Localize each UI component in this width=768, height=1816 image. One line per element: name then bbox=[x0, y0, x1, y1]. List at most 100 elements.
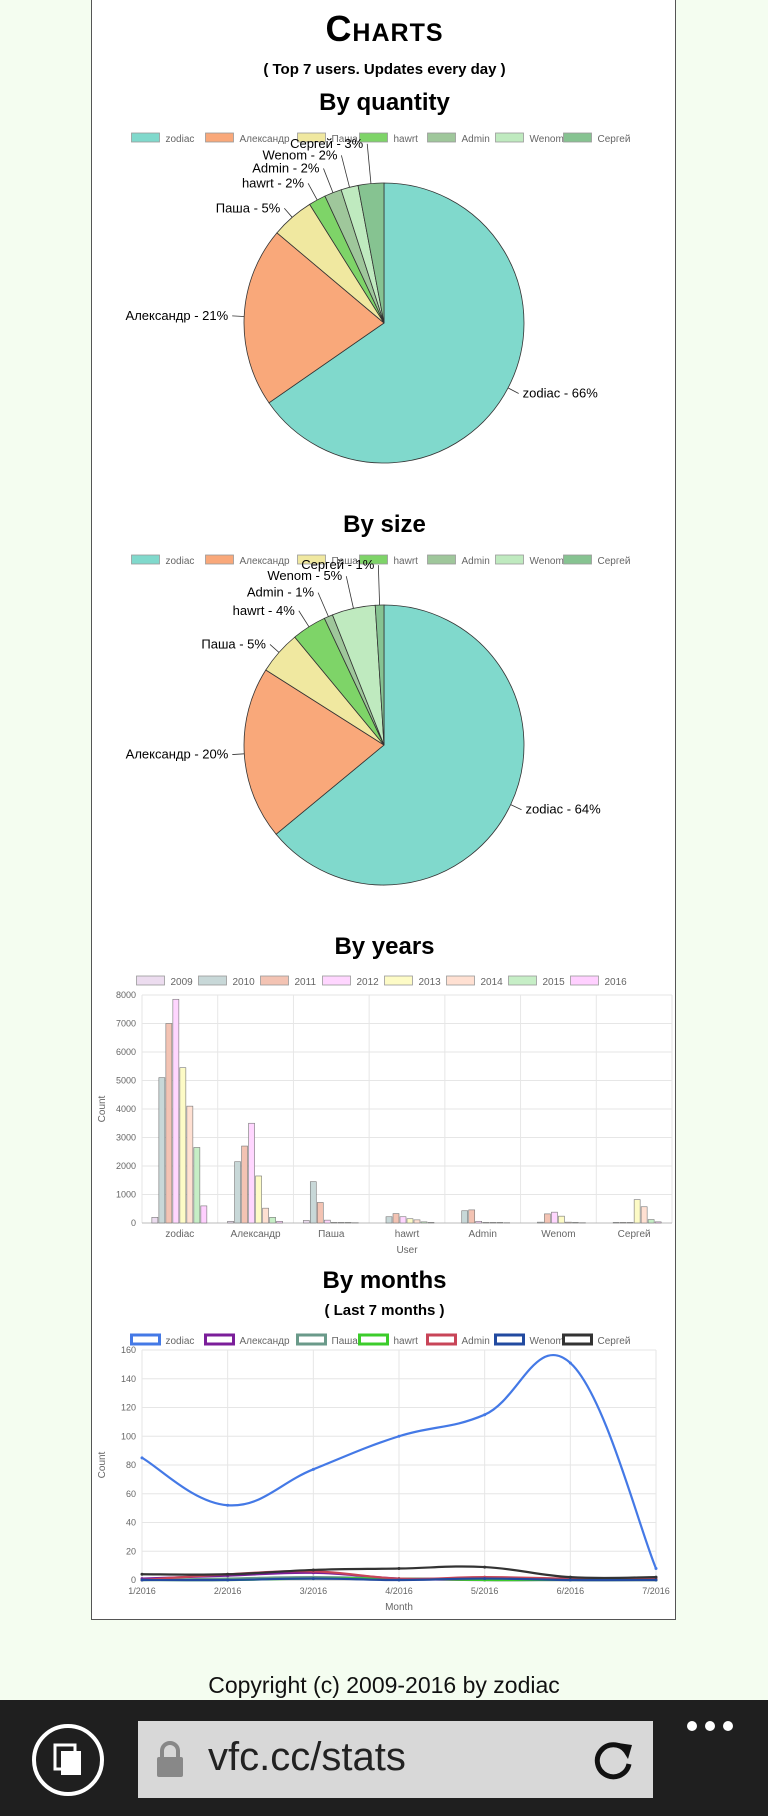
bar-2010 bbox=[537, 1221, 544, 1224]
bar-2014 bbox=[186, 1105, 194, 1224]
data-point bbox=[397, 1434, 401, 1438]
legend-swatch bbox=[563, 554, 592, 565]
pie-label-leader bbox=[323, 168, 334, 193]
data-point bbox=[483, 1565, 487, 1569]
legend-label: hawrt bbox=[394, 556, 419, 567]
y-tick-label: 100 bbox=[121, 1431, 136, 1441]
y-tick-label: 6000 bbox=[116, 1047, 136, 1057]
legend-label: Admin bbox=[462, 1336, 490, 1347]
x-tick-label: Александр bbox=[231, 1229, 281, 1240]
pie-label-leader bbox=[283, 208, 293, 218]
bar-2016 bbox=[200, 1205, 208, 1224]
pie-data-label: Admin - 1% bbox=[247, 585, 315, 600]
bar-2011 bbox=[165, 1023, 173, 1224]
bar-2015 bbox=[193, 1147, 201, 1224]
legend-label: zodiac bbox=[166, 556, 195, 567]
pie-data-label: Сергей - 3% bbox=[290, 136, 364, 151]
section-subtitle-months: ( Last 7 months ) bbox=[324, 1302, 445, 1319]
legend-label: Александр bbox=[240, 134, 290, 145]
legend-label: 2012 bbox=[357, 977, 380, 988]
legend-swatch bbox=[131, 132, 160, 143]
refresh-icon[interactable] bbox=[590, 1737, 636, 1783]
tabs-icon[interactable] bbox=[32, 1724, 104, 1796]
pie-data-label: zodiac - 66% bbox=[523, 385, 599, 400]
bar-2013 bbox=[330, 1222, 338, 1224]
x-tick-label: Паша bbox=[318, 1229, 345, 1240]
legend-swatch bbox=[297, 554, 326, 565]
legend-swatch bbox=[427, 132, 456, 143]
x-tick-label: Сергей bbox=[618, 1229, 651, 1240]
legend-label: zodiac bbox=[166, 1336, 195, 1347]
legend-swatch bbox=[204, 1333, 235, 1346]
legend-swatch bbox=[205, 554, 234, 565]
bar-2014 bbox=[337, 1222, 345, 1224]
pie-label-leader bbox=[341, 155, 350, 188]
bar-2015 bbox=[344, 1222, 352, 1224]
bar-2015 bbox=[647, 1219, 655, 1224]
legend-label: 2009 bbox=[171, 977, 194, 988]
pie-label-leader bbox=[298, 610, 310, 628]
y-tick-label: 7000 bbox=[116, 1019, 136, 1029]
legend-swatch bbox=[136, 975, 165, 986]
legend-label: Wenom bbox=[530, 556, 564, 567]
section-title-size: By size bbox=[343, 511, 426, 538]
bar-2012 bbox=[248, 1122, 255, 1224]
address-bar[interactable]: vfc.cc/stats bbox=[138, 1721, 653, 1798]
more-icon[interactable] bbox=[686, 1720, 736, 1734]
legend-swatch bbox=[495, 554, 524, 565]
footer-copyright: Copyright (c) 2009-2016 by zodiac bbox=[208, 1672, 560, 1698]
pie-label-leader bbox=[232, 753, 245, 755]
legend-swatch bbox=[494, 1333, 525, 1346]
legend-swatch bbox=[495, 132, 524, 143]
bar-2014 bbox=[413, 1219, 421, 1224]
bar-2015 bbox=[496, 1222, 504, 1224]
legend-label: Александр bbox=[240, 556, 290, 567]
legend-label: Admin bbox=[462, 134, 490, 145]
bar-2013 bbox=[406, 1218, 414, 1224]
legend-label: zodiac bbox=[166, 134, 195, 145]
url-text[interactable]: vfc.cc/stats bbox=[208, 1735, 406, 1779]
data-point bbox=[226, 1503, 230, 1507]
y-tick-label: 160 bbox=[121, 1345, 136, 1355]
y-tick-label: 2000 bbox=[116, 1161, 136, 1171]
legend-label: 2014 bbox=[481, 977, 504, 988]
y-tick-label: 3000 bbox=[116, 1133, 136, 1143]
x-tick-label: 2/2016 bbox=[214, 1586, 242, 1596]
pie-label-leader bbox=[507, 387, 519, 394]
bar-2012 bbox=[551, 1211, 558, 1224]
browser-bottom-bar: vfc.cc/stats bbox=[0, 1700, 768, 1816]
bar-2015 bbox=[420, 1221, 428, 1224]
x-tick-label: Wenom bbox=[541, 1229, 575, 1240]
bar-2010 bbox=[385, 1216, 393, 1224]
bar-2013 bbox=[633, 1199, 641, 1224]
y-tick-label: 5000 bbox=[116, 1076, 136, 1086]
y-tick-label: 0 bbox=[131, 1218, 136, 1228]
x-axis-label: Month bbox=[385, 1602, 413, 1613]
x-axis-label: User bbox=[396, 1245, 418, 1256]
legend-label: Admin bbox=[462, 556, 490, 567]
x-tick-label: hawrt bbox=[395, 1229, 420, 1240]
legend-swatch bbox=[427, 554, 456, 565]
data-point bbox=[311, 1467, 315, 1471]
bar-2016 bbox=[276, 1220, 283, 1224]
data-point bbox=[654, 1575, 658, 1579]
legend-swatch bbox=[359, 132, 388, 143]
bar-2012 bbox=[323, 1219, 331, 1224]
pie-label-leader bbox=[307, 183, 318, 201]
bar-2009 bbox=[302, 1220, 310, 1224]
bar-2012 bbox=[399, 1216, 407, 1224]
legend-swatch bbox=[563, 132, 592, 143]
bar-2009 bbox=[227, 1220, 234, 1224]
legend-swatch bbox=[384, 975, 413, 986]
legend-swatch bbox=[508, 975, 537, 986]
legend-label: Александр bbox=[240, 1336, 290, 1347]
legend-label: Сергей bbox=[598, 134, 631, 145]
pie-data-label: Wenom - 5% bbox=[267, 568, 342, 583]
legend-label: 2010 bbox=[233, 977, 256, 988]
pie-label-leader bbox=[377, 565, 381, 606]
legend-label: hawrt bbox=[394, 134, 419, 145]
y-tick-label: 1000 bbox=[116, 1190, 136, 1200]
bar-2012 bbox=[626, 1222, 634, 1224]
data-point bbox=[568, 1361, 572, 1365]
legend-label: Паша bbox=[332, 134, 359, 145]
